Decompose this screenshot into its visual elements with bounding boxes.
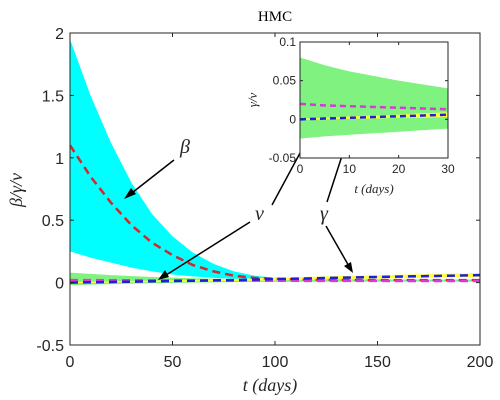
- main-y-tick-label: 2: [55, 26, 64, 43]
- inset-axes-box: [299, 41, 449, 159]
- main-x-tick-label: 150: [364, 354, 391, 371]
- main-x-tick-label: 0: [66, 354, 75, 371]
- annotation-gamma-label: γ: [320, 203, 329, 225]
- annotation-nu-arrowhead-main: [158, 270, 169, 280]
- annotation-gamma-arrowhead-main: [344, 262, 353, 273]
- main-bands: [70, 39, 480, 286]
- main-x-tick-label: 200: [467, 354, 494, 371]
- inset-y-tick-label: 0.05: [273, 74, 297, 88]
- main-y-tick-label: 0.5: [42, 213, 64, 230]
- annotation-nu-arrow-main: [162, 221, 251, 278]
- main-x-tick-label: 100: [262, 354, 289, 371]
- inset-y-tick-label: 0: [289, 112, 296, 126]
- main-y-tick-label: 0: [55, 276, 64, 293]
- main-plot: HMC 0 50 100 150 200 -0.500.511.52 t (days) …: [6, 9, 493, 396]
- main-x-axis-label: t (days): [243, 375, 297, 396]
- main-band-beta: [70, 39, 480, 281]
- main-y-tick-label: -0.5: [36, 338, 64, 355]
- annotation-beta-label: β: [179, 136, 190, 158]
- inset-y-axis-label: γ/ν: [245, 93, 260, 108]
- annotation-beta-arrowhead: [124, 188, 136, 199]
- inset-y-tick-label: -0.05: [269, 151, 297, 165]
- main-band-gamma: [70, 272, 480, 284]
- inset-y-ticks: -0.05 0 0.05 0.1: [269, 35, 448, 165]
- annotation-beta-arrow: [127, 159, 175, 197]
- inset-x-tick-label: 10: [343, 162, 357, 176]
- annotation-nu-label: ν: [255, 203, 264, 225]
- inset-y-tick-label: 0.1: [279, 35, 296, 49]
- main-band-nu: [70, 272, 480, 286]
- main-y-tick-label: 1.5: [42, 88, 64, 105]
- main-y-axis-label: β/γ/ν: [6, 173, 26, 208]
- annotation-gamma-arrow-main: [325, 225, 351, 269]
- inset-x-axis-label: t (days): [354, 181, 393, 196]
- main-line-gamma: [70, 273, 480, 284]
- chart-title: HMC: [258, 9, 292, 25]
- inset-x-tick-label: 30: [441, 162, 455, 176]
- inset-x-ticks: 0 10 20 30: [297, 42, 455, 176]
- inset-x-tick-label: 20: [392, 162, 406, 176]
- inset-x-tick-label: 0: [297, 162, 304, 176]
- inset-lines: [300, 102, 448, 121]
- main-line-beta: [70, 144, 480, 282]
- main-lines: [70, 144, 480, 284]
- main-x-tick-label: 50: [164, 354, 182, 371]
- inset-line-gamma: [300, 113, 448, 121]
- main-x-ticks: 0 50 100 150 200: [66, 33, 494, 371]
- main-y-tick-label: 1: [55, 151, 64, 168]
- main-y-ticks: -0.5 0 0.5 1 1.5 2: [36, 26, 480, 355]
- inset-line-nu: [300, 102, 448, 111]
- annotation-beta: β: [124, 136, 190, 199]
